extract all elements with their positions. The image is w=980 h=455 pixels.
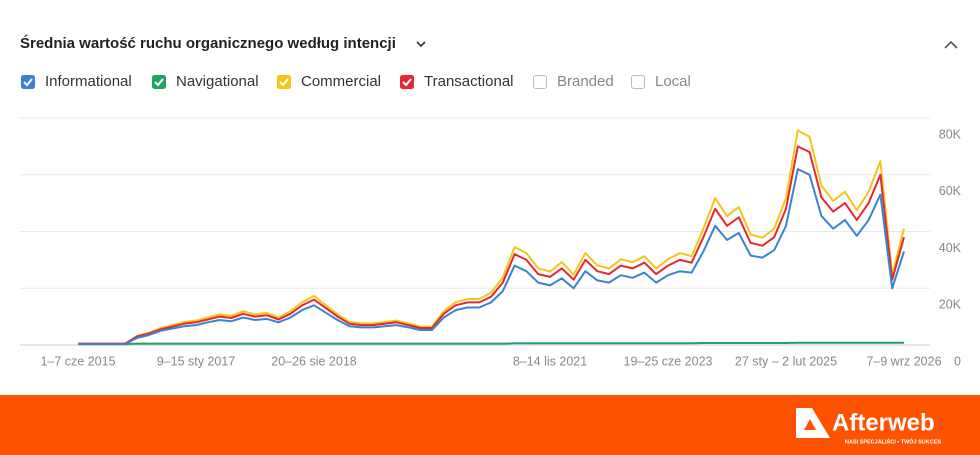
legend-checkbox[interactable]	[533, 75, 547, 89]
x-tick-label: 1–7 cze 2015	[40, 354, 115, 368]
x-tick-label: 7–9 wrz 2026	[866, 354, 941, 368]
y-tick-label: 20K	[939, 298, 962, 312]
x-tick-label: 19–25 cze 2023	[624, 354, 713, 368]
legend-label[interactable]: Branded	[557, 73, 614, 90]
legend-label[interactable]: Local	[655, 73, 691, 90]
legend-check[interactable]	[402, 78, 412, 87]
x-tick-label: 20–26 sie 2018	[271, 354, 357, 368]
x-tick-label: 9–15 sty 2017	[157, 354, 236, 368]
legend-checkbox[interactable]	[400, 75, 414, 89]
legend-label[interactable]: Navigational	[176, 73, 259, 90]
legend-label[interactable]: Commercial	[301, 73, 381, 90]
footer-brand: Afterweb	[832, 409, 935, 436]
legend-label[interactable]: Transactional	[424, 73, 514, 90]
x-tick-label: 27 sty – 2 lut 2025	[735, 354, 837, 368]
legend-checkbox[interactable]	[152, 75, 166, 89]
series-line	[78, 145, 905, 345]
footer-logo	[796, 408, 830, 438]
series-line	[78, 341, 904, 346]
chart-title: Średnia wartość ruchu organicznego wedłu…	[20, 34, 396, 52]
legend-label[interactable]: Informational	[45, 73, 132, 90]
x-tick-label: 8–14 lis 2021	[513, 354, 587, 368]
legend-checkbox[interactable]	[21, 75, 35, 89]
y-tick-label: 60K	[939, 184, 962, 198]
legend-check[interactable]	[23, 78, 33, 87]
title-dropdown[interactable]	[416, 41, 426, 48]
legend-check[interactable]	[279, 78, 289, 87]
legend-checkbox[interactable]	[277, 75, 291, 89]
series-line	[78, 129, 905, 345]
collapse-button[interactable]	[944, 40, 958, 49]
series-line	[78, 168, 905, 346]
y-tick-label: 40K	[939, 241, 962, 255]
y-tick-label: 0	[954, 354, 961, 368]
y-tick-label: 80K	[939, 127, 962, 141]
legend-checkbox[interactable]	[631, 75, 645, 89]
legend-check[interactable]	[154, 78, 164, 87]
footer-tagline: NASI SPECJALIŚCI • TWÓJ SUKCES	[845, 437, 941, 445]
